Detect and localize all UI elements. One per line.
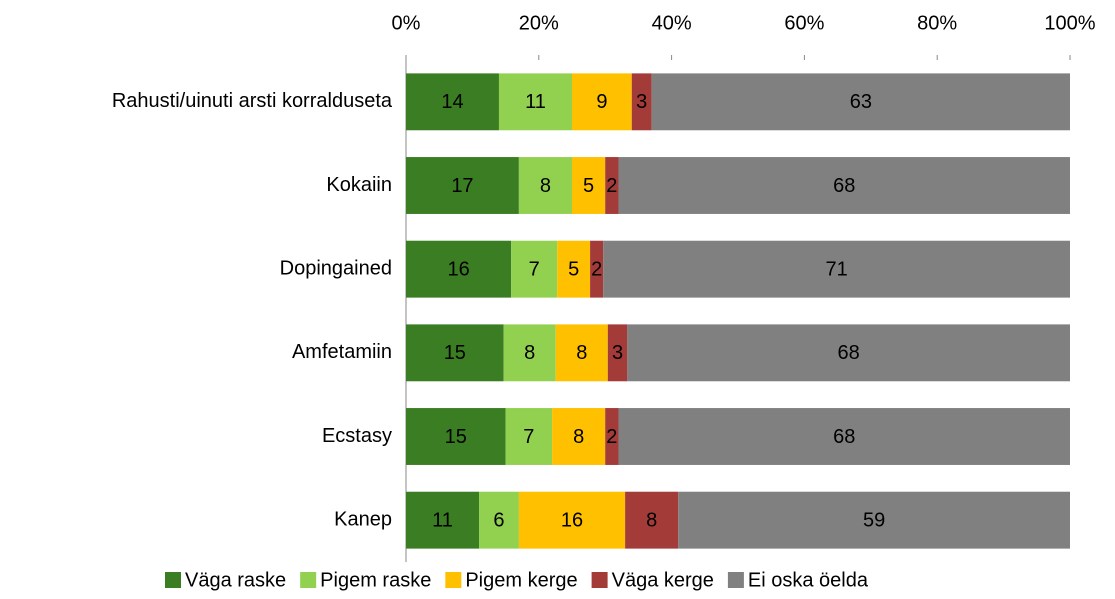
data-label: 7	[529, 258, 540, 280]
bar-segment	[406, 240, 512, 298]
bar-segment	[552, 408, 606, 465]
data-label: 11	[432, 509, 453, 531]
bar-segment	[505, 408, 553, 465]
data-label: 14	[441, 91, 463, 113]
bar-segment	[406, 73, 499, 131]
data-label: 11	[525, 91, 546, 113]
bar-segment	[605, 408, 619, 465]
data-label: 68	[833, 175, 855, 197]
data-label: 59	[863, 509, 885, 531]
legend-swatch	[300, 572, 317, 588]
bar-segment	[605, 157, 619, 214]
bar-segment	[651, 73, 1070, 131]
data-label: 63	[850, 91, 872, 113]
y-tick-label: Amfetamiin	[292, 341, 392, 363]
bar-segment	[503, 324, 556, 382]
legend-label: Väga raske	[185, 569, 286, 591]
x-tick-label: 0%	[392, 12, 421, 34]
bar-segment	[479, 491, 519, 549]
x-tick-label: 40%	[652, 12, 692, 34]
bar-segment	[518, 491, 626, 549]
data-label: 68	[833, 426, 855, 448]
bar-segment	[572, 157, 606, 214]
bar-segment	[406, 408, 506, 465]
bar-segment	[572, 73, 632, 131]
bar-segment	[631, 73, 652, 131]
data-label: 71	[825, 258, 847, 280]
legend-label: Ei oska öelda	[748, 569, 869, 591]
data-label: 68	[838, 342, 860, 364]
bar-segment	[625, 491, 679, 549]
bar-segment	[618, 157, 1070, 214]
data-label: 2	[606, 426, 617, 448]
y-tick-label: Dopingained	[280, 257, 392, 279]
bar-segment	[555, 324, 608, 382]
data-label: 5	[583, 175, 594, 197]
bar-segment	[406, 324, 504, 382]
legend-swatch	[165, 572, 181, 588]
data-label: 7	[523, 426, 534, 448]
data-label: 8	[540, 175, 551, 197]
data-label: 15	[444, 342, 466, 364]
bar-segment	[618, 408, 1070, 465]
y-tick-label: Kokaiin	[326, 174, 392, 196]
y-tick-label: Rahusti/uinuti arsti korralduseta	[112, 90, 393, 112]
bar-segment	[518, 157, 572, 214]
x-tick-label: 80%	[917, 12, 957, 34]
data-label: 16	[447, 258, 469, 280]
legend-label: Pigem raske	[320, 569, 431, 591]
bar-segment	[678, 491, 1070, 549]
bar-segment	[498, 73, 572, 131]
data-label: 8	[524, 342, 535, 364]
data-label: 17	[451, 175, 473, 197]
data-label: 8	[646, 509, 657, 531]
bar-segment	[607, 324, 628, 382]
bar-segment	[557, 240, 591, 298]
data-label: 3	[636, 91, 647, 113]
legend-swatch	[727, 572, 744, 588]
x-tick-label: 60%	[784, 12, 824, 34]
data-label: 9	[596, 91, 607, 113]
y-tick-label: Kanep	[334, 508, 392, 530]
data-label: 6	[493, 509, 504, 531]
y-tick-label: Ecstasy	[322, 425, 392, 447]
legend-swatch	[445, 572, 462, 588]
data-label: 15	[445, 426, 467, 448]
data-label: 2	[591, 258, 602, 280]
bar-segment	[511, 240, 558, 298]
bar-segment	[603, 240, 1070, 298]
data-label: 2	[606, 175, 617, 197]
x-tick-label: 100%	[1044, 12, 1095, 34]
data-label: 3	[612, 342, 623, 364]
bar-segment	[406, 157, 519, 214]
legend-label: Pigem kerge	[465, 569, 577, 591]
data-label: 5	[568, 258, 579, 280]
bar-segment	[590, 240, 604, 298]
bar-segment	[627, 324, 1070, 382]
data-label: 8	[573, 426, 584, 448]
bar-segment	[406, 491, 480, 549]
legend-swatch	[591, 572, 608, 588]
x-tick-label: 20%	[519, 12, 559, 34]
data-label: 8	[576, 342, 587, 364]
legend-label: Väga kerge	[612, 569, 714, 591]
data-label: 16	[561, 509, 583, 531]
